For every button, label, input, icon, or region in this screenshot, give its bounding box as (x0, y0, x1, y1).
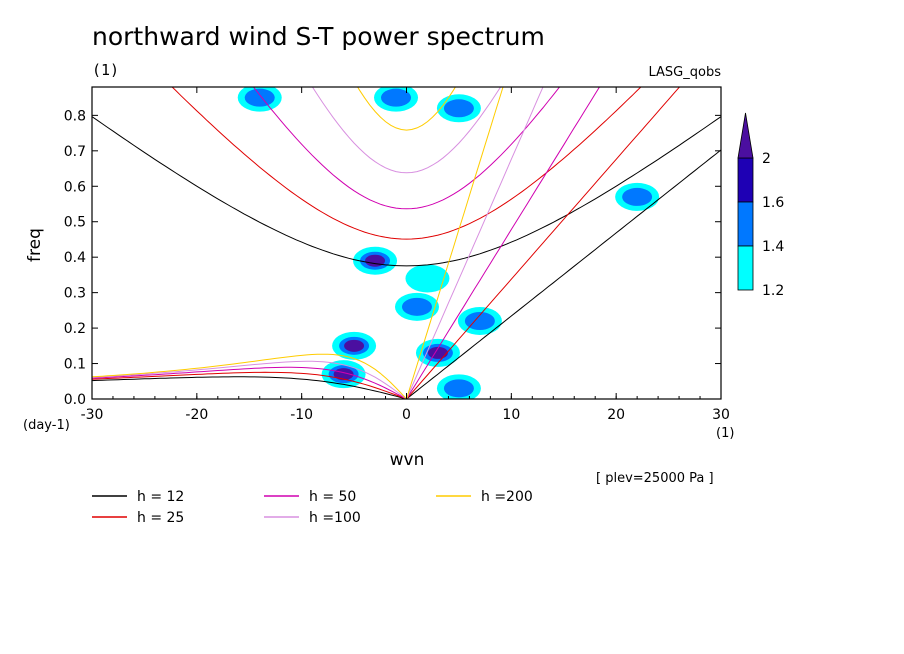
legend-label: h = 12 (137, 489, 184, 505)
x-axis-label: wvn (390, 450, 425, 470)
kelvin-curve (406, 87, 544, 399)
kelvin-curve (406, 149, 721, 399)
colorbar-label: 1.2 (762, 283, 784, 299)
y-tick-label: 0.4 (64, 250, 86, 266)
colorbar-label: 1.6 (762, 195, 784, 211)
kelvin-curve (406, 87, 504, 399)
y-tick-label: 0.3 (64, 286, 86, 302)
dispersion-curves (92, 87, 721, 399)
x-tick-label: 0 (402, 407, 411, 423)
x-tick-label: -30 (81, 407, 104, 423)
rossby-curve (92, 371, 407, 399)
contour-region (443, 379, 474, 398)
legend-label: h = 50 (309, 489, 356, 505)
inertia-gravity-curve (252, 87, 561, 210)
inertia-gravity-curve (92, 116, 721, 267)
y-tick-label: 0.1 (64, 357, 86, 373)
contour-region (381, 88, 412, 107)
chart-subtitle: (1) (92, 61, 119, 79)
contour-region (464, 312, 495, 330)
x-tick-label: -10 (290, 407, 313, 423)
contour-region (405, 264, 450, 293)
y-tick-label: 0.8 (64, 108, 86, 124)
y-tick-label: 0.6 (64, 179, 86, 195)
plot-frame (91, 86, 722, 400)
y-unit-label: (day-1) (23, 418, 70, 433)
axis-ticks: -30 -20 -10 0 10 20 30 0.0 0.1 0.2 0.3 0.4 0.5 0.6 0.7… (64, 87, 730, 423)
colorbar-triangle (737, 112, 754, 159)
contour-region (401, 297, 432, 316)
y-axis-label: freq (25, 228, 45, 262)
rossby-curve (92, 366, 407, 399)
inertia-gravity-curve (357, 87, 456, 131)
y-tick-label: 0.2 (64, 321, 86, 337)
colorbar-swatch (737, 245, 754, 291)
colorbar-label: 2 (762, 151, 771, 167)
colorbar-swatch (737, 201, 754, 247)
colorbar: 2 1.6 1.4 1.2 (737, 112, 784, 299)
inertia-gravity-curve (311, 87, 502, 174)
colorbar-label: 1.4 (762, 239, 784, 255)
kelvin-curve (406, 87, 601, 399)
x-tick-label: 10 (502, 407, 520, 423)
rossby-curve (92, 376, 407, 399)
contour-region (344, 339, 365, 352)
y-tick-label: 0.0 (64, 392, 86, 408)
x-tick-label: -20 (185, 407, 208, 423)
contour-layer (237, 87, 660, 399)
y-tick-label: 0.7 (64, 144, 86, 160)
legend: h = 12 h = 25 h = 50 h =100 h =200 (92, 489, 533, 526)
y-tick-label: 0.5 (64, 215, 86, 231)
legend-label: h =200 (481, 489, 533, 505)
rossby-curve (92, 353, 407, 399)
inertia-gravity-curve (171, 87, 642, 240)
contour-region (365, 254, 386, 267)
source-label: LASG_qobs (649, 65, 722, 80)
x-unit-label: (1) (716, 426, 734, 441)
rossby-curve (92, 360, 407, 399)
chart-title: northward wind S-T power spectrum (92, 22, 545, 51)
contour-region (244, 88, 275, 107)
colorbar-swatch (737, 157, 754, 203)
contour-region (443, 99, 474, 118)
legend-label: h = 25 (137, 510, 184, 526)
legend-label: h =100 (309, 510, 361, 526)
kelvin-curve (406, 87, 681, 399)
x-tick-label: 30 (712, 407, 730, 423)
plev-annotation: [ plev=25000 Pa ] (596, 471, 714, 486)
contour-region (622, 187, 653, 206)
x-tick-label: 20 (607, 407, 625, 423)
